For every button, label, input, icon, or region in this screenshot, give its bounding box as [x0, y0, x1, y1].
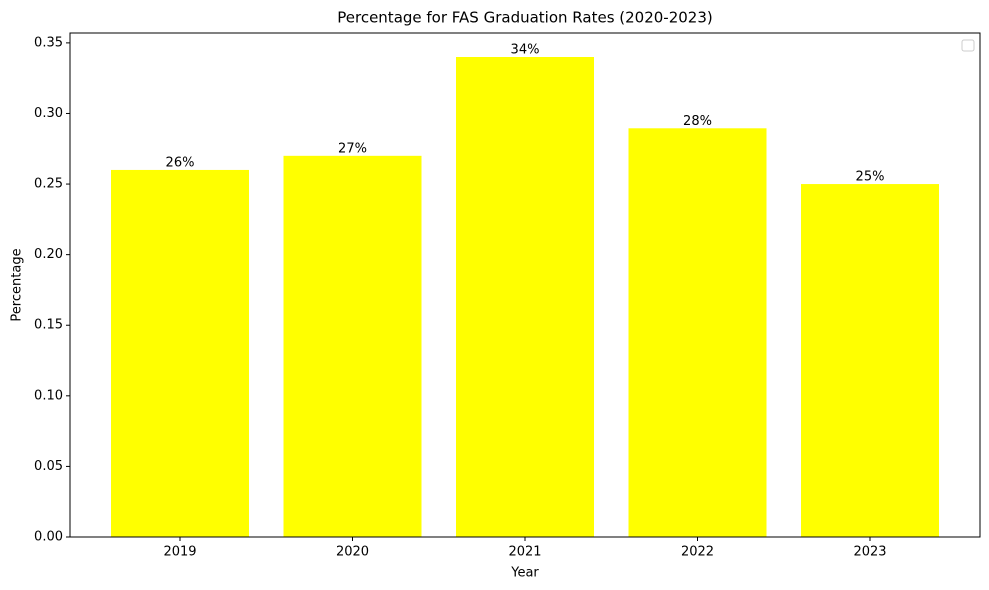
bar: [283, 155, 422, 537]
bar: [456, 57, 594, 537]
x-tick-label: 2021: [508, 545, 541, 560]
x-tick-label: 2019: [163, 545, 196, 560]
x-axis-label: Year: [510, 566, 539, 581]
y-axis-label: Percentage: [10, 248, 25, 321]
value-label: 28%: [683, 114, 712, 129]
bar: [111, 169, 249, 538]
value-label: 26%: [166, 155, 195, 170]
bar: [801, 184, 939, 537]
y-tick-label: 0.35: [34, 35, 63, 50]
value-label: 34%: [511, 43, 540, 58]
value-label: 25%: [856, 170, 885, 185]
x-tick-label: 2020: [336, 545, 369, 560]
y-tick-label: 0.30: [34, 106, 63, 121]
legend-box: [961, 39, 975, 52]
bar: [628, 128, 767, 537]
value-label: 27%: [338, 141, 367, 156]
y-tick-label: 0.00: [34, 530, 63, 545]
plot-frame: [69, 32, 981, 538]
y-tick-label: 0.15: [34, 318, 63, 333]
chart-title: Percentage for FAS Graduation Rates (202…: [337, 9, 713, 27]
y-tick-label: 0.25: [34, 177, 63, 192]
y-tick-label: 0.20: [34, 247, 63, 262]
y-tick-label: 0.05: [34, 459, 63, 474]
x-tick-label: 2023: [853, 545, 886, 560]
y-tick-label: 0.10: [34, 388, 63, 403]
x-tick-label: 2022: [681, 545, 714, 560]
